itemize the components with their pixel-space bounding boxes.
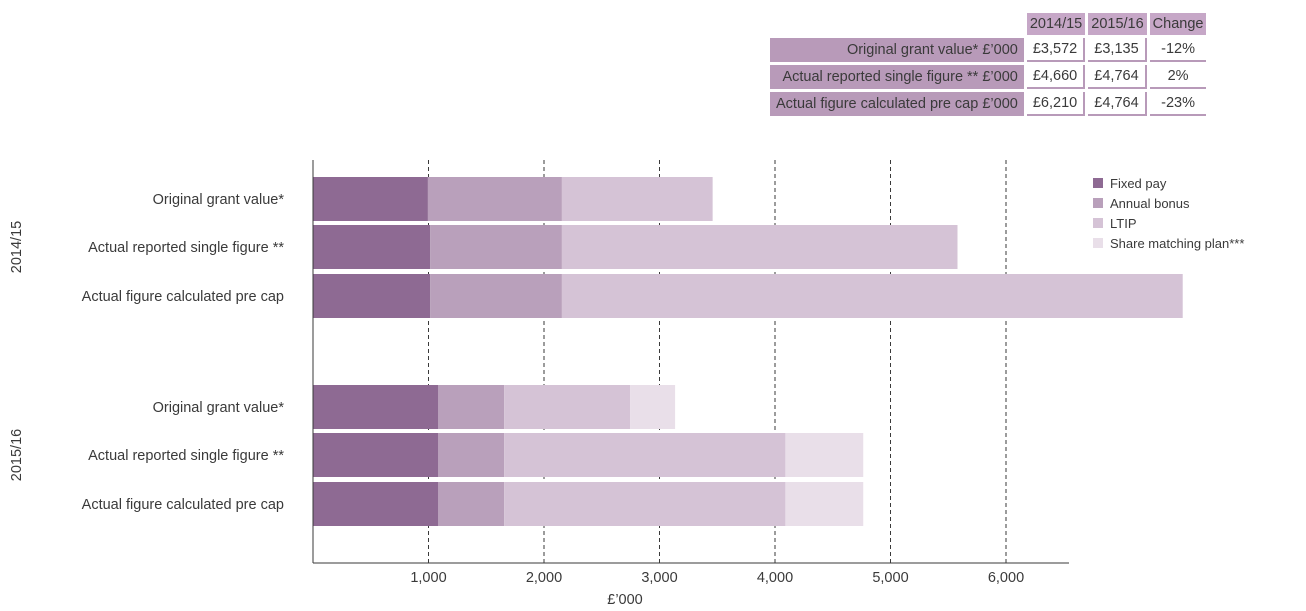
summary-cell: £4,764: [1088, 65, 1147, 89]
bar-segment: [313, 385, 439, 429]
bar-segment: [427, 177, 562, 221]
bar-segment: [313, 482, 439, 526]
x-tick-label: 4,000: [757, 570, 793, 586]
summary-row-label: Actual figure calculated pre cap £’000: [770, 92, 1024, 116]
summary-cell: £4,764: [1088, 92, 1147, 116]
summary-header-2015-16: 2015/16: [1088, 13, 1147, 35]
summary-table: 2014/15 2015/16 Change Original grant va…: [767, 10, 1209, 119]
x-tick-label: 6,000: [988, 570, 1024, 586]
category-label: Actual reported single figure **: [88, 448, 284, 464]
category-label: Actual reported single figure **: [88, 240, 284, 256]
bar-segment: [438, 482, 505, 526]
bar-segment: [561, 225, 958, 269]
x-tick-label: 3,000: [641, 570, 677, 586]
summary-cell: £3,572: [1026, 38, 1086, 62]
summary-header-2014-15: 2014/15: [1026, 13, 1086, 35]
x-tick-label: 1,000: [410, 570, 446, 586]
legend-swatch: [1093, 238, 1103, 248]
legend-swatch: [1093, 198, 1103, 208]
category-label: Original grant value*: [153, 400, 285, 416]
legend-label: Share matching plan***: [1110, 236, 1244, 251]
bar-segment: [561, 177, 713, 221]
bar-segment: [438, 385, 505, 429]
x-tick-label: 5,000: [872, 570, 908, 586]
summary-cell: £6,210: [1026, 92, 1086, 116]
group-label: 2015/16: [9, 429, 25, 481]
category-label: Actual figure calculated pre cap: [82, 497, 284, 513]
group-label: 2014/15: [9, 221, 25, 273]
summary-cell: £4,660: [1026, 65, 1086, 89]
bar-segment: [785, 482, 864, 526]
summary-row-label: Original grant value* £’000: [770, 38, 1024, 62]
bar-segment: [430, 274, 562, 318]
summary-cell: 2%: [1149, 65, 1207, 89]
summary-cell: -12%: [1149, 38, 1207, 62]
legend-label: LTIP: [1110, 216, 1137, 231]
summary-cell: £3,135: [1088, 38, 1147, 62]
bar-segment: [313, 433, 439, 477]
category-label: Actual figure calculated pre cap: [82, 289, 284, 305]
summary-header-row: 2014/15 2015/16 Change: [770, 13, 1207, 35]
bar-segment: [630, 385, 676, 429]
bar-segment: [430, 225, 562, 269]
bar-segment: [313, 225, 431, 269]
legend-label: Annual bonus: [1110, 196, 1190, 211]
category-label: Original grant value*: [153, 192, 285, 208]
legend-label: Fixed pay: [1110, 176, 1167, 191]
summary-row-label: Actual reported single figure ** £’000: [770, 65, 1024, 89]
summary-header-change: Change: [1149, 13, 1207, 35]
summary-row-pre-cap: Actual figure calculated pre cap £’000 £…: [770, 92, 1207, 116]
bar-segment: [504, 482, 786, 526]
summary-row-actual-reported: Actual reported single figure ** £’000 £…: [770, 65, 1207, 89]
bar-segment: [313, 274, 431, 318]
bar-segment: [504, 433, 786, 477]
bar-segment: [313, 177, 428, 221]
bar-segment: [785, 433, 864, 477]
bar-segment: [504, 385, 631, 429]
legend-swatch: [1093, 178, 1103, 188]
x-tick-label: 2,000: [526, 570, 562, 586]
summary-row-original-grant: Original grant value* £’000 £3,572 £3,13…: [770, 38, 1207, 62]
summary-cell: -23%: [1149, 92, 1207, 116]
legend-swatch: [1093, 218, 1103, 228]
bar-segment: [438, 433, 505, 477]
bar-segment: [561, 274, 1183, 318]
x-axis-title: £’000: [607, 592, 642, 608]
